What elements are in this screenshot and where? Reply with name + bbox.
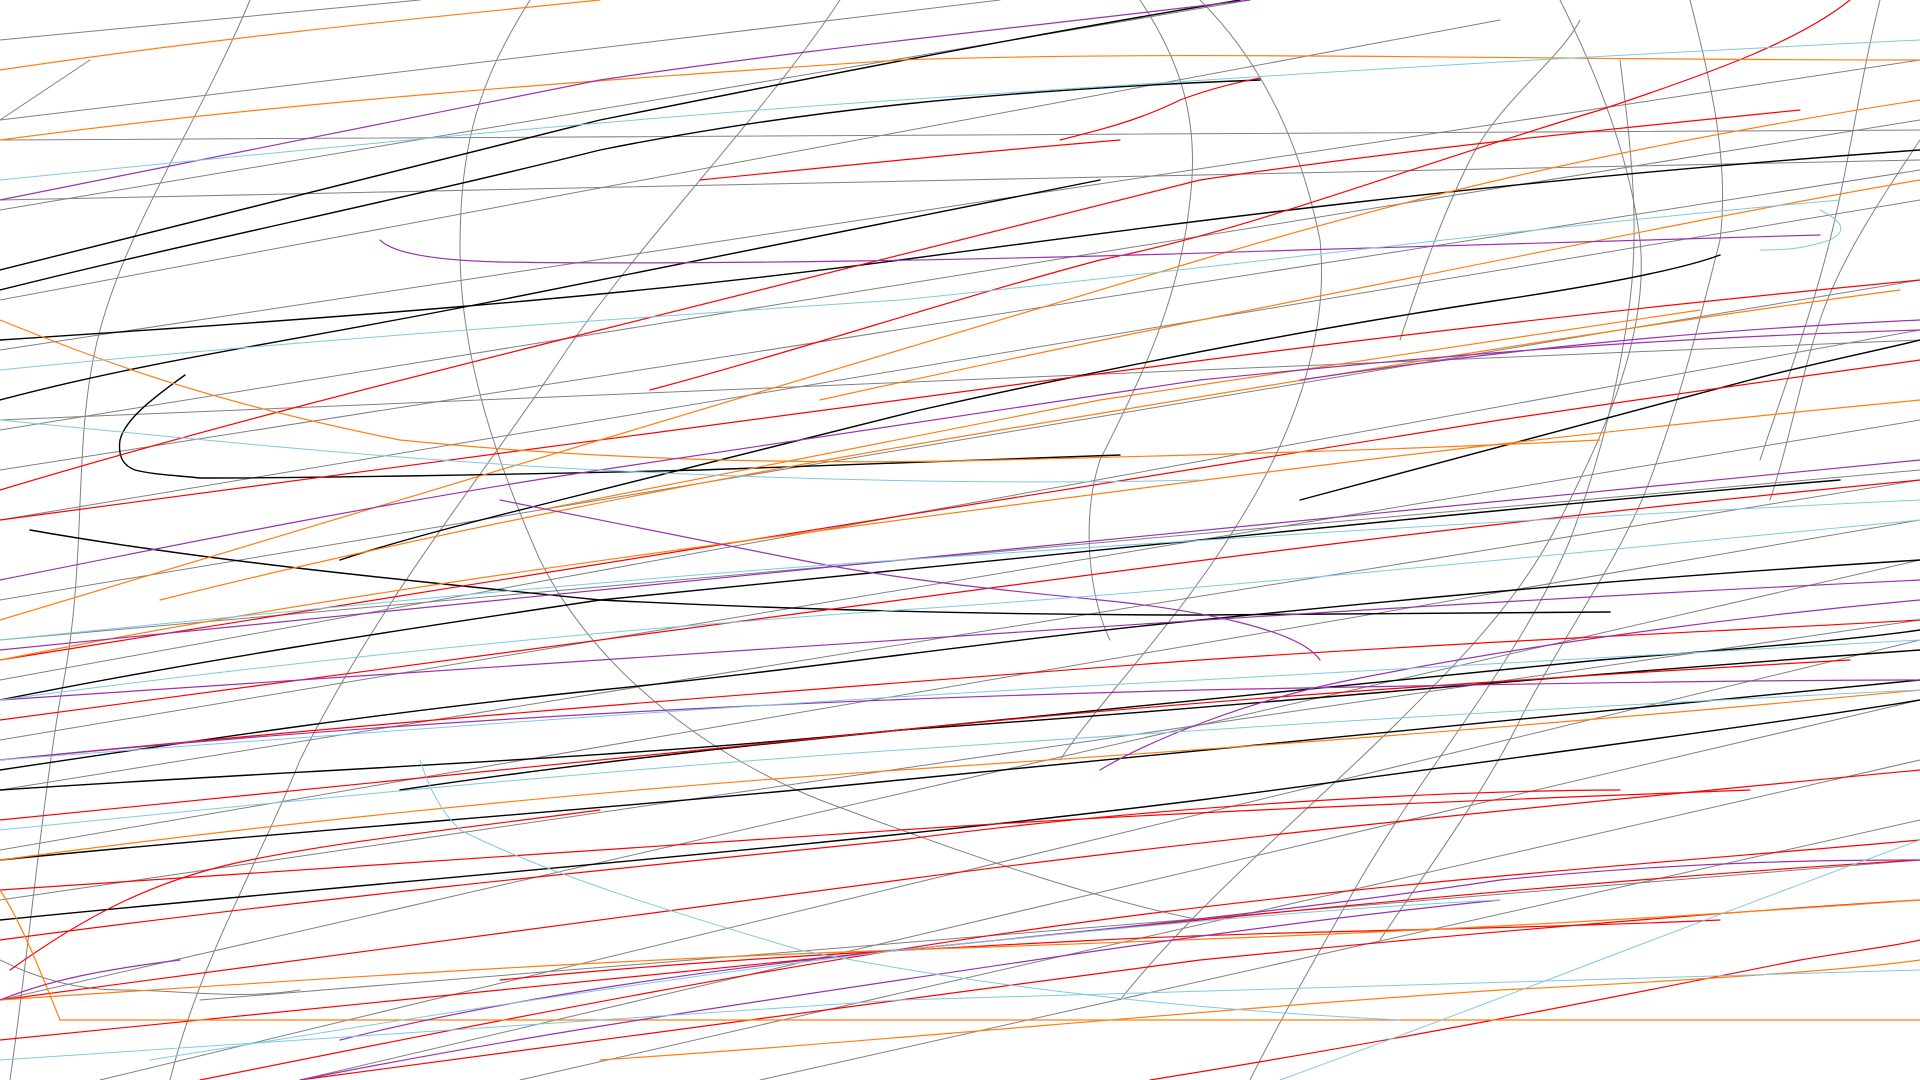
gray-stroke <box>0 959 301 995</box>
skyblue-stroke <box>0 519 1920 701</box>
skyblue-stroke <box>1279 839 1920 1080</box>
red-stroke <box>1149 939 1920 1080</box>
black-stroke <box>399 629 1920 791</box>
red-stroke <box>649 0 1851 391</box>
orange-stroke <box>599 959 1920 1061</box>
gray-stroke <box>169 0 841 1080</box>
black-stroke <box>0 79 1261 291</box>
skyblue-stroke <box>0 39 1920 181</box>
orange-stroke <box>0 99 1920 621</box>
gray-stroke <box>99 639 1920 1080</box>
purple-stroke <box>0 959 181 1001</box>
orange-stroke <box>0 689 1920 861</box>
gray-stroke <box>1379 0 1724 941</box>
skyblue-stroke <box>0 499 1920 641</box>
purple-stroke <box>0 579 1920 701</box>
red-stroke <box>9 809 601 971</box>
orange-stroke <box>0 399 1920 661</box>
purple-stroke <box>1299 319 1920 381</box>
red-stroke <box>0 359 1920 661</box>
gray-stroke <box>0 419 1920 741</box>
black-stroke <box>118 374 1121 479</box>
gray-stroke <box>1059 0 1323 761</box>
black-stroke <box>339 254 1721 561</box>
skyblue-stroke <box>1759 209 1842 251</box>
gray-stroke <box>0 59 91 121</box>
purple-stroke <box>299 899 1501 1080</box>
purple-stroke <box>0 679 1920 761</box>
red-stroke <box>1059 77 1261 141</box>
gray-stroke <box>459 0 1201 921</box>
gray-stroke <box>0 129 1920 141</box>
gray-stroke <box>0 619 1920 901</box>
gray-stroke <box>0 479 1920 791</box>
black-stroke <box>0 479 1841 701</box>
red-stroke <box>0 789 1751 891</box>
gray-stroke <box>0 0 421 41</box>
orange-stroke <box>0 319 1601 463</box>
orange-stroke <box>0 0 601 71</box>
gray-stroke <box>1769 139 1920 501</box>
purple-stroke <box>339 859 1920 1041</box>
orange-stroke <box>0 54 1920 141</box>
orange-stroke <box>159 289 1901 601</box>
gray-stroke <box>1119 0 1642 1001</box>
gray-stroke <box>0 469 1920 641</box>
gray-stroke <box>299 699 1920 1080</box>
gray-stroke <box>1088 0 1193 641</box>
black-stroke <box>0 559 1920 771</box>
red-stroke <box>0 769 1920 1001</box>
black-stroke <box>0 699 1920 921</box>
red-stroke <box>499 919 1721 981</box>
black-stroke <box>1299 339 1920 501</box>
purple-stroke <box>499 499 1321 661</box>
gray-stroke <box>0 199 1920 521</box>
orange-stroke <box>0 889 1920 1021</box>
gray-stroke <box>0 59 1920 351</box>
skyblue-stroke <box>149 899 1501 1061</box>
red-stroke <box>0 279 1920 521</box>
black-stroke <box>0 679 1920 861</box>
gray-stroke <box>0 329 1920 681</box>
gray-stroke <box>0 119 1920 431</box>
red-stroke <box>0 659 1851 821</box>
gray-stroke <box>199 859 1920 1001</box>
gray-stroke <box>0 169 1920 471</box>
gray-stroke <box>0 0 1001 121</box>
gray-stroke <box>0 519 1920 851</box>
red-stroke <box>0 789 1621 941</box>
gray-stroke <box>0 19 1501 301</box>
red-stroke <box>0 619 1920 761</box>
gray-stroke <box>9 0 251 1080</box>
red-stroke <box>199 839 1920 1080</box>
red-stroke <box>699 139 1121 181</box>
skyblue-stroke <box>0 419 1201 483</box>
skyblue-stroke <box>0 689 1920 831</box>
black-stroke <box>0 179 1101 401</box>
black-stroke <box>0 0 1241 271</box>
skyblue-stroke <box>0 199 1841 371</box>
skyblue-stroke <box>419 759 1401 1021</box>
gray-stroke <box>0 559 1920 1001</box>
gray-stroke <box>0 339 1920 421</box>
gray-stroke <box>0 159 1920 201</box>
